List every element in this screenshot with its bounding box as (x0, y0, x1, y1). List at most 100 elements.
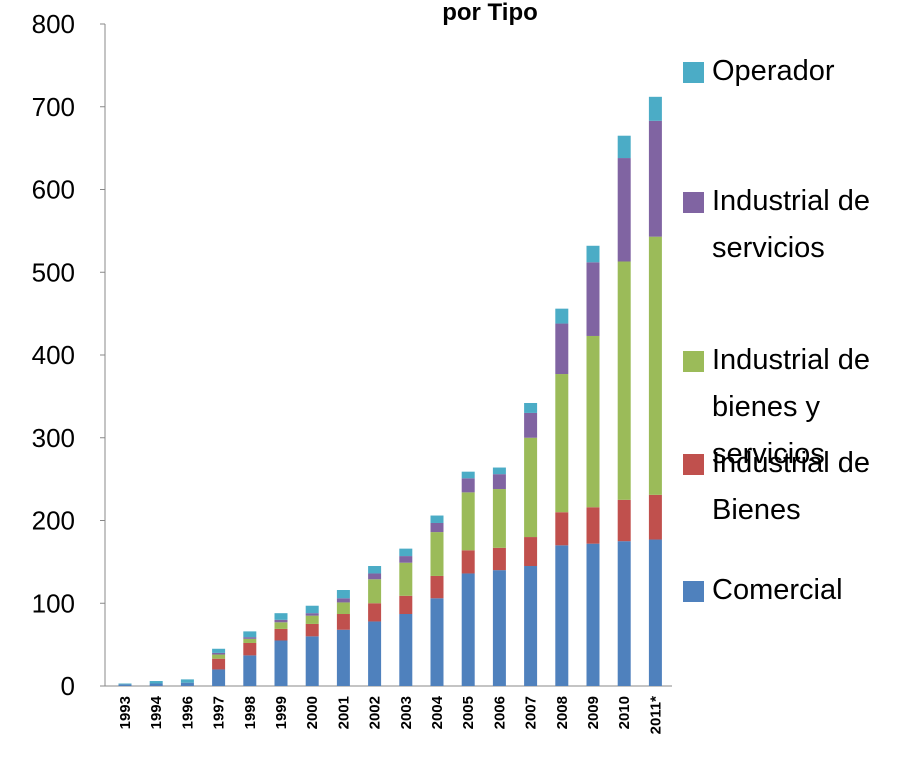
x-tick-label: 2004 (429, 695, 446, 729)
bar-segment (274, 613, 288, 620)
bar-segment (180, 679, 194, 683)
bar-segment (336, 614, 350, 630)
bar-segment (492, 489, 506, 548)
bar-segment (648, 236, 662, 495)
bar-segment (492, 467, 506, 475)
bar-segment (368, 621, 382, 686)
bar-segment (492, 570, 506, 686)
x-tick-label: 1996 (179, 696, 196, 729)
bar-segment (274, 628, 288, 641)
bar-segment (274, 622, 288, 629)
x-tick-label: 1998 (242, 696, 259, 729)
bar-segment (399, 595, 413, 615)
x-tick-label: 2008 (554, 696, 571, 729)
bar-segment (461, 550, 475, 574)
legend-label: Comercial (712, 574, 843, 606)
bar-segment (118, 683, 132, 685)
bar-segment (399, 548, 413, 557)
bar-segment (430, 575, 444, 599)
legend-entry: Industrial de servicios (683, 178, 913, 272)
bar-segment (586, 245, 600, 263)
legend-label: Industrial de bienes y servicios (712, 344, 870, 470)
x-tick-label: 2007 (523, 696, 540, 729)
bar-segment (149, 683, 163, 686)
bar-segment (617, 158, 631, 262)
bar-segment (212, 652, 226, 655)
bar-segment (243, 642, 257, 656)
y-tick-label: 300 (32, 423, 75, 453)
bar-segment (555, 545, 569, 686)
x-tick-label: 2005 (460, 696, 477, 729)
chart-title: por Tipo (442, 0, 538, 26)
bar-segment (648, 120, 662, 237)
bar-segment (305, 636, 319, 686)
y-tick-label: 100 (32, 588, 75, 618)
bar-segment (648, 494, 662, 540)
bar-segment (399, 614, 413, 686)
legend-swatch (683, 192, 704, 213)
bar-segment (212, 658, 226, 670)
bar-segment (212, 648, 226, 653)
bar-segment (555, 308, 569, 324)
bar-segment (305, 613, 319, 616)
bar-segment (336, 590, 350, 599)
bar-segment (274, 619, 288, 623)
bar-segment (180, 682, 194, 686)
bar-segment (368, 573, 382, 580)
bar-segment (399, 562, 413, 596)
y-tick-label: 0 (61, 671, 75, 701)
bar-segment (243, 637, 257, 639)
y-tick-label: 200 (32, 506, 75, 536)
bar-segment (305, 615, 319, 624)
x-tick-label: 2010 (616, 696, 633, 729)
x-tick-label: 2003 (398, 696, 415, 729)
bar-segment (368, 566, 382, 574)
bar-segment (243, 655, 257, 686)
legend-entry: Industrial de Bienes (683, 440, 913, 534)
y-tick-label: 400 (32, 340, 75, 370)
bar-segment (336, 602, 350, 615)
bar-segment (399, 556, 413, 563)
y-tick-label: 700 (32, 92, 75, 122)
y-tick-label: 600 (32, 175, 75, 205)
bar-segment (492, 474, 506, 490)
bar-segment (648, 539, 662, 686)
bar-segment (336, 629, 350, 686)
bar-segment (430, 522, 444, 533)
bar-segment (648, 96, 662, 121)
bar-segment (118, 684, 132, 686)
x-tick-label: 1993 (117, 696, 134, 729)
bar-segment (524, 437, 538, 538)
bar-segment (586, 335, 600, 508)
bar-segment (430, 598, 444, 686)
legend-label: Operador (712, 55, 835, 87)
bar-segment (212, 654, 226, 659)
legend-entry: Industrial de bienes y servicios (683, 337, 913, 478)
legend-swatch (683, 62, 704, 83)
bar-segment (305, 623, 319, 637)
bar-segment (212, 669, 226, 686)
bar-segment (274, 640, 288, 686)
legend-label: Industrial de Bienes (712, 447, 870, 526)
legend-label: Industrial de servicios (712, 185, 870, 264)
x-tick-label: 2000 (304, 696, 321, 729)
x-tick-label: 2006 (491, 696, 508, 729)
bar-segment (555, 323, 569, 375)
legend-swatch (683, 351, 704, 372)
y-tick-label: 800 (32, 9, 75, 39)
x-tick-label: 1997 (211, 696, 228, 729)
bar-segment (461, 573, 475, 686)
bar-segment (243, 631, 257, 638)
bar-segment (461, 471, 475, 479)
legend-swatch (683, 581, 704, 602)
y-tick-label: 500 (32, 257, 75, 287)
bar-segment (430, 515, 444, 523)
bar-segment (149, 681, 163, 684)
bar-segment (617, 499, 631, 542)
bar-segment (524, 402, 538, 413)
bar-segment (524, 537, 538, 567)
x-tick-label: 2002 (367, 696, 384, 729)
bar-segment (586, 543, 600, 686)
bar-segment (617, 135, 631, 159)
